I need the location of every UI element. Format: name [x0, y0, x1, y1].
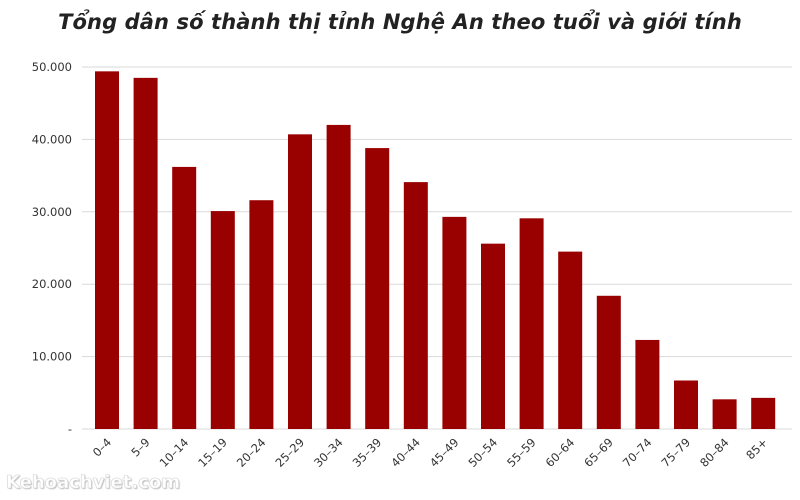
x-tick-label: 20–24 [234, 435, 269, 470]
x-tick-label: 15–19 [195, 435, 230, 470]
bar [596, 295, 621, 429]
x-tick-label: 65–69 [581, 435, 616, 470]
bar [210, 211, 235, 429]
bar [558, 251, 583, 429]
bar [712, 399, 737, 429]
chart-title: Tổng dân số thành thị tỉnh Nghệ An theo … [58, 10, 742, 34]
y-tick-label: 30.000 [32, 205, 72, 219]
x-tick-label: 70–74 [620, 435, 655, 470]
x-tick-label: 55–59 [504, 435, 539, 470]
x-tick-label: 50–54 [465, 435, 500, 470]
x-tick-label: 5–9 [128, 435, 152, 459]
y-tick-label: - [68, 422, 72, 436]
y-axis-tick-labels: - 10.000 20.000 30.000 40.000 50.000 [32, 60, 72, 436]
x-tick-label: 60–64 [543, 435, 578, 470]
bar [674, 380, 698, 429]
x-tick-label: 30–34 [311, 435, 346, 470]
x-tick-label: 75–79 [658, 435, 693, 470]
bar [481, 243, 505, 429]
watermark-logo: Kehoachviet.com [6, 472, 181, 494]
x-tick-label: 40–44 [388, 435, 423, 470]
bar [95, 71, 119, 430]
bar [288, 134, 312, 429]
bar [751, 397, 776, 429]
y-tick-label: 10.000 [32, 350, 72, 364]
x-tick-label: 35–39 [350, 435, 385, 470]
bar [133, 77, 158, 430]
bar [172, 166, 197, 430]
x-axis-tick-labels: 0–4 5–9 10–14 15–19 20–24 25–29 30–34 35–39 40–4… [90, 435, 771, 470]
y-tick-label: 50.000 [32, 60, 72, 74]
bar [403, 182, 428, 429]
x-tick-label: 80–84 [697, 435, 732, 470]
bar [326, 124, 351, 430]
x-tick-label: 45–49 [427, 435, 462, 470]
y-tick-label: 40.000 [32, 132, 72, 146]
bar [635, 339, 660, 429]
y-tick-label: 20.000 [32, 277, 72, 291]
bar [442, 216, 467, 429]
x-tick-label: 0–4 [90, 435, 114, 459]
x-tick-label: 25–29 [272, 435, 307, 470]
bar [365, 148, 390, 429]
x-tick-label: 10–14 [157, 435, 192, 470]
bar [519, 218, 544, 429]
x-tick-label: 85+ [743, 435, 770, 462]
bar [249, 200, 274, 429]
gridlines [82, 66, 792, 430]
bars [95, 71, 776, 430]
